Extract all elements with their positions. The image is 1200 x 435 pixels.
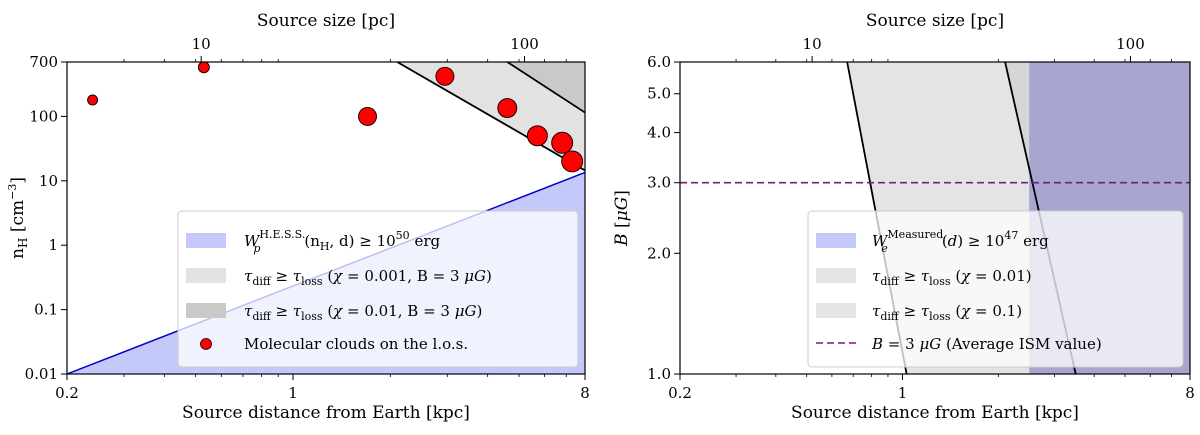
left-y-tick-label: 100	[29, 107, 58, 125]
right-y-tick-label: 6.0	[647, 53, 671, 71]
left-y-tick-label: 0.1	[34, 301, 58, 319]
legend-swatch-measured	[816, 233, 856, 248]
right-top-axis-label: Source size [pc]	[866, 11, 1004, 31]
legend-label-ism-line: B = 3 μG (Average ISM value)	[871, 335, 1102, 353]
left-legend: WH.E.S.S. p (nH, d) ≥ 1050 erg τdiff ≥ τlo…	[177, 210, 579, 368]
right-axes-frame	[679, 61, 1191, 375]
left-legend-box	[177, 210, 579, 368]
right-y-tick-label: 2.0	[647, 244, 671, 262]
left-axes-frame	[66, 61, 586, 375]
molecular-cloud-point	[497, 98, 518, 118]
right-x-tick-label: 1	[898, 384, 908, 402]
left-panel: 0.2 1 8 0.01 0.1 1 10 100 700 10 100 Source distan…	[6, 11, 590, 423]
molecular-cloud-point	[551, 131, 574, 154]
molecular-cloud-points	[87, 62, 584, 173]
molecular-cloud-point	[87, 94, 99, 106]
legend-swatch-tdiff-chi001	[186, 303, 226, 318]
right-y-tick-label: 4.0	[647, 124, 671, 142]
left-ticks: 0.2 1 8 0.01 0.1 1 10 100 700 10 100	[25, 35, 590, 402]
legend-swatch-hess	[186, 233, 226, 248]
left-x-axis-label: Source distance from Earth [kpc]	[182, 403, 470, 423]
legend-label-hess: WH.E.S.S. p (nH, d) ≥ 1050 erg	[244, 228, 440, 255]
right-x-axis-label: Source distance from Earth [kpc]	[791, 403, 1079, 423]
molecular-cloud-point	[561, 150, 584, 173]
left-y-tick-label: 700	[29, 53, 58, 71]
legend-label-tdiff-chi001-b: τdiff ≥ τloss (χ = 0.01)	[872, 267, 1032, 288]
molecular-cloud-point	[526, 125, 548, 147]
right-x-tick-label: 8	[1185, 384, 1195, 402]
molecular-cloud-point	[358, 106, 377, 126]
legend-swatch-tdiff-chi001-b	[816, 268, 856, 283]
right-ticks: 0.2 1 8 1.0 2.0 3.0 4.0 5.0 6.0 10 100	[647, 35, 1195, 402]
left-x-tick-label: 8	[580, 384, 590, 402]
molecular-cloud-point	[435, 66, 455, 86]
legend-label-tdiff-chi01: τdiff ≥ τloss (χ = 0.1)	[872, 302, 1022, 323]
legend-label-tdiff-chi0001: τdiff ≥ τloss (χ = 0.001, B = 3 μG)	[244, 267, 492, 288]
right-top-tick-label: 100	[1116, 35, 1145, 53]
right-y-tick-label: 3.0	[647, 174, 671, 192]
right-y-axis-label: B [μG]	[612, 190, 632, 247]
left-x-tick-label: 0.2	[55, 384, 79, 402]
left-y-tick-label: 1	[48, 236, 58, 254]
tdiff-chi001-boundary-line	[506, 62, 585, 114]
legend-label-measured: WMeasured e (d) ≥ 1047 erg	[872, 228, 1049, 255]
legend-swatch-tdiff-chi0001	[186, 268, 226, 283]
right-legend: WMeasured e (d) ≥ 1047 erg τdiff ≥ τloss (…	[807, 210, 1184, 368]
left-y-tick-label: 10	[39, 172, 58, 190]
right-legend-box	[807, 210, 1184, 368]
left-top-tick-label: 100	[510, 35, 539, 53]
right-y-tick-label: 1.0	[647, 365, 671, 383]
right-x-tick-label: 0.2	[668, 384, 692, 402]
tdiff-chi0001-boundary-line	[396, 62, 585, 172]
left-top-axis-label: Source size [pc]	[257, 11, 395, 31]
legend-label-tdiff-chi001: τdiff ≥ τloss (χ = 0.01, B = 3 μG)	[244, 302, 482, 323]
right-top-tick-label: 10	[803, 35, 822, 53]
molecular-cloud-point	[197, 62, 210, 74]
legend-swatch-tdiff-chi01	[816, 303, 856, 318]
left-y-axis-label: nH [cm−3]	[6, 177, 30, 259]
legend-label-molecular-clouds: Molecular clouds on the l.o.s.	[244, 335, 468, 353]
left-y-tick-label: 0.01	[25, 365, 58, 383]
right-panel: 0.2 1 8 1.0 2.0 3.0 4.0 5.0 6.0 10 100 Source dist…	[612, 11, 1195, 423]
right-y-tick-label: 5.0	[647, 85, 671, 103]
left-x-tick-label: 1	[288, 384, 298, 402]
legend-swatch-molecular-clouds	[200, 338, 212, 350]
left-top-tick-label: 10	[192, 35, 211, 53]
tdiff-chi001-region	[507, 62, 585, 113]
